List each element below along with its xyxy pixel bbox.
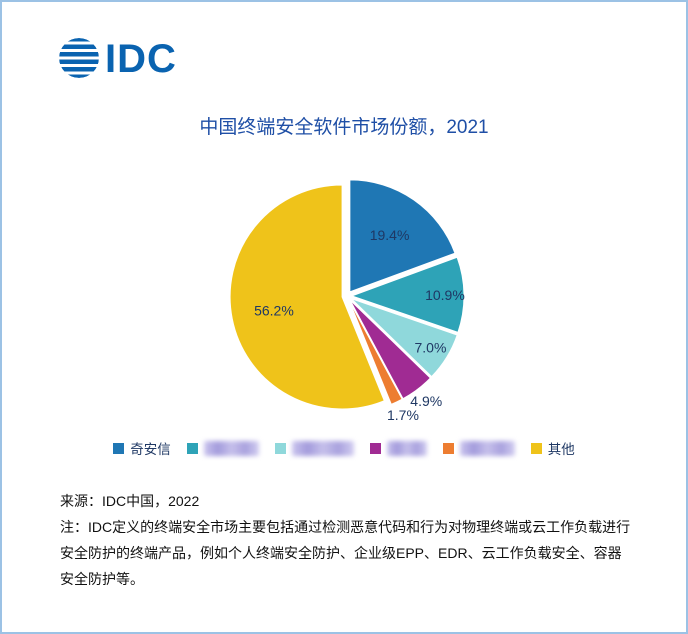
legend-item-redacted-3 bbox=[369, 440, 427, 456]
legend-swatch bbox=[442, 442, 454, 454]
legend-item-redacted-1 bbox=[186, 440, 259, 456]
pie-slice-7.0% bbox=[350, 298, 458, 378]
pie-slice-4.9% bbox=[349, 299, 432, 400]
legend-swatch bbox=[113, 442, 125, 454]
idc-logo: IDC bbox=[58, 34, 188, 87]
legend-swatch bbox=[369, 442, 381, 454]
legend-item-redacted-4 bbox=[442, 440, 515, 456]
legend-label-redacted bbox=[203, 440, 259, 456]
note-line: 注：IDC定义的终端安全市场主要包括通过检测恶意代码和行为对物理终端或云工作负载… bbox=[60, 519, 631, 587]
legend-label: 奇安信 bbox=[130, 442, 171, 457]
legend-label-redacted bbox=[386, 440, 427, 456]
slice-value-label: 1.7% bbox=[387, 407, 419, 423]
pie-slice-10.9% bbox=[350, 256, 465, 333]
source-line: 来源：IDC中国，2022 bbox=[60, 493, 200, 509]
footer: 来源：IDC中国，2022 注：IDC定义的终端安全市场主要包括通过检测恶意代码… bbox=[60, 488, 634, 592]
pie-slice-56.2% bbox=[229, 184, 385, 410]
legend-swatch bbox=[530, 442, 542, 454]
legend-label-redacted bbox=[459, 440, 515, 456]
pie-chart: 19.4% 10.9% 7.0% 4.9%1.7% 56.2% bbox=[229, 179, 465, 423]
pie-slice-19.4% bbox=[349, 179, 456, 293]
legend-label: 其他 bbox=[547, 442, 575, 457]
idc-logo-text: IDC bbox=[105, 37, 177, 81]
idc-globe-icon bbox=[59, 38, 99, 78]
slice-value-label: 4.9% bbox=[410, 393, 442, 409]
legend-item-奇安信: 奇安信 bbox=[113, 438, 171, 458]
legend-label-redacted bbox=[291, 440, 354, 456]
legend-swatch bbox=[274, 442, 286, 454]
slice-value-label: 19.4% bbox=[370, 227, 410, 243]
legend-item-其他: 其他 bbox=[530, 438, 575, 458]
slice-value-label: 10.9% bbox=[425, 287, 465, 303]
idc-logo-graphic: IDC bbox=[59, 37, 177, 81]
legend-item-redacted-2 bbox=[274, 440, 354, 456]
pie-slice-1.7% bbox=[348, 300, 403, 405]
slice-value-label: 56.2% bbox=[254, 302, 294, 318]
chart-legend: 奇安信 其他 bbox=[2, 438, 686, 458]
chart-title: 中国终端安全软件市场份额，2021 bbox=[199, 117, 489, 138]
slice-value-label: 7.0% bbox=[415, 339, 447, 355]
legend-swatch bbox=[186, 442, 198, 454]
